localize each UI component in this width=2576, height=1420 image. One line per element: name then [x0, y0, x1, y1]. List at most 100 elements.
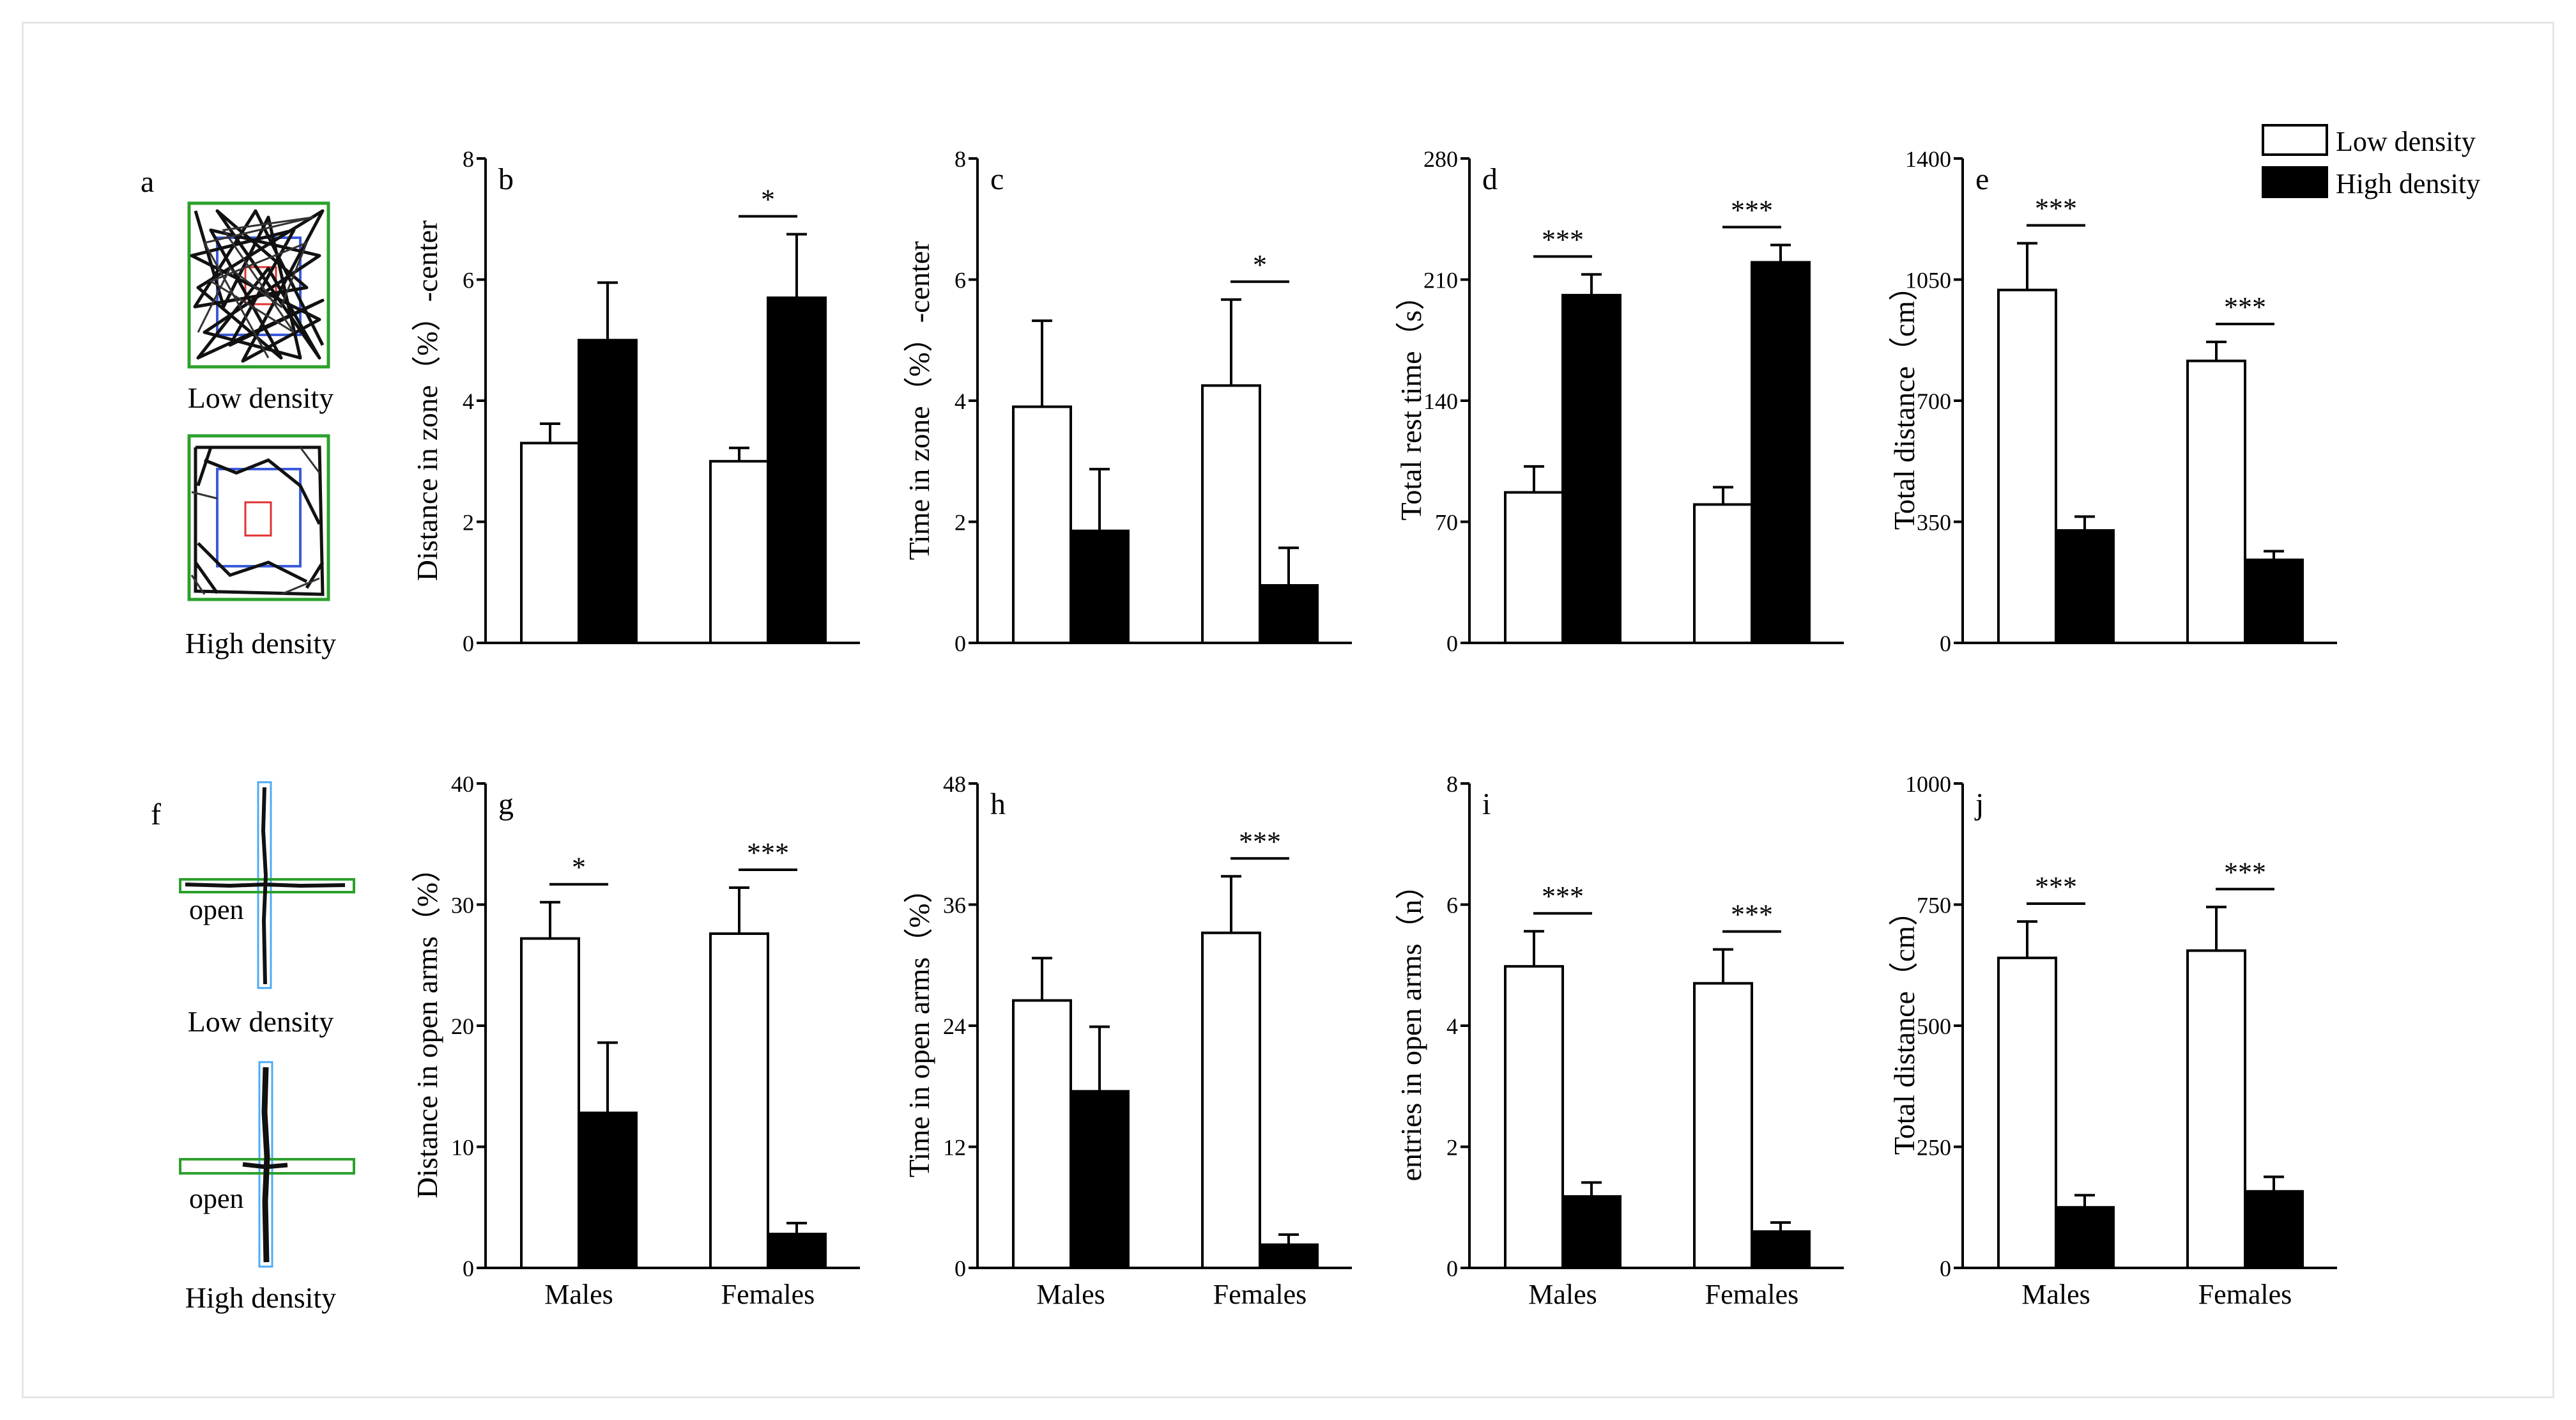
- category-label-i: Females: [1705, 1279, 1799, 1310]
- y-tick-label-j: 250: [1917, 1135, 1951, 1161]
- significance-label-b: *: [761, 183, 775, 215]
- bar-j-low-1: [2186, 949, 2246, 1269]
- bar-c-high-0: [1070, 529, 1130, 645]
- y-tick-label-c: 4: [954, 389, 966, 414]
- bar-d-high-1: [1751, 261, 1811, 644]
- bar-h-high-0: [1070, 1090, 1130, 1270]
- legend-swatch-low-density: [2262, 124, 2328, 156]
- y-tick-label-b: 8: [463, 146, 474, 172]
- significance-label-j: ***: [2224, 856, 2266, 888]
- y-tick-label-d: 70: [1435, 510, 1458, 536]
- panel-label-a: a: [141, 165, 154, 199]
- chart-panel-b: b 0 2 4 6 8 Distance in zone（%）-center *: [411, 146, 860, 656]
- chart-panel-e: e 0 350 700 1050 1400 Total distance（cm） *** ***: [1888, 146, 2337, 656]
- bar-i-high-0: [1561, 1195, 1621, 1269]
- y-axis-label-b: Distance in zone（%）-center: [411, 220, 443, 582]
- chart-panel-h: h 0 12 24 36 48 Time in open arms（%） *** Males Fe…: [903, 771, 1352, 1310]
- bar-h-low-0: [1012, 999, 1072, 1270]
- bar-h-high-1: [1259, 1243, 1319, 1270]
- bar-i-low-0: [1504, 965, 1564, 1270]
- significance-label-d: ***: [1542, 224, 1584, 255]
- y-tick-label-j: 0: [1940, 1256, 1951, 1281]
- track-caption-a-low: Low density: [188, 382, 334, 414]
- chart-panel-c: c 0 2 4 6 8 Time in zone（%）-center *: [903, 146, 1352, 656]
- y-tick-label-j: 1000: [1905, 771, 1951, 797]
- y-tick-label-i: 8: [1446, 771, 1458, 797]
- y-tick-label-d: 0: [1446, 631, 1458, 656]
- bar-c-high-1: [1259, 583, 1319, 644]
- y-axis-label-d: Total rest time（s）: [1395, 281, 1427, 521]
- y-axis-label-g: Distance in open arms（%）: [411, 853, 443, 1198]
- significance-label-e: ***: [2035, 193, 2077, 224]
- panel-label-f: f: [151, 798, 161, 831]
- bar-h-low-1: [1201, 931, 1261, 1269]
- y-tick-label-g: 0: [463, 1256, 474, 1281]
- y-tick-label-j: 500: [1917, 1014, 1951, 1039]
- bar-i-high-1: [1751, 1230, 1811, 1270]
- y-tick-label-i: 2: [1446, 1135, 1458, 1161]
- bar-b-low-1: [709, 459, 769, 644]
- y-tick-label-h: 48: [943, 771, 966, 797]
- y-tick-label-e: 1400: [1905, 146, 1951, 172]
- y-tick-label-j: 750: [1917, 893, 1951, 918]
- bar-j-high-1: [2244, 1190, 2304, 1269]
- chart-panel-j: j 0 250 500 750 1000 Total distance（cm） *** *** M…: [1888, 771, 2337, 1310]
- y-tick-label-c: 2: [954, 510, 966, 536]
- bar-d-low-1: [1693, 503, 1753, 645]
- chart-panel-i: i 0 2 4 6 8 entries in open arms（n） *** *** Males…: [1395, 771, 1844, 1310]
- significance-label-g: *: [572, 852, 586, 883]
- y-tick-label-h: 12: [943, 1135, 966, 1161]
- bar-e-low-0: [1997, 288, 2057, 644]
- y-tick-label-c: 6: [954, 268, 966, 293]
- y-tick-label-c: 8: [954, 146, 966, 172]
- chart-panel-d: d 0 70 140 210 280 Total rest time（s） *** ***: [1395, 146, 1844, 656]
- y-tick-label-e: 700: [1917, 389, 1951, 414]
- open-field-track-low-density: [187, 201, 330, 369]
- panel-label-b: b: [498, 162, 514, 196]
- y-tick-label-i: 4: [1446, 1014, 1458, 1039]
- y-axis-label-c: Time in zone（%）-center: [903, 241, 935, 560]
- panel-label-c: c: [990, 162, 1004, 196]
- y-axis-label-j: Total distance（cm）: [1888, 897, 1920, 1155]
- significance-label-c: *: [1253, 249, 1267, 281]
- bar-e-high-0: [2055, 529, 2115, 644]
- significance-label-i: ***: [1542, 881, 1584, 912]
- y-axis-label-h: Time in open arms（%）: [903, 874, 935, 1178]
- y-tick-label-e: 1050: [1905, 268, 1951, 293]
- legend: Low density High density: [2262, 124, 2480, 199]
- panel-label-d: d: [1482, 162, 1498, 196]
- y-tick-label-g: 30: [451, 893, 474, 918]
- track-caption-f-low: Low density: [188, 1005, 334, 1038]
- y-tick-label-e: 0: [1940, 631, 1951, 656]
- significance-label-g: ***: [747, 837, 789, 868]
- bar-b-low-0: [520, 442, 580, 644]
- category-label-g: Females: [721, 1279, 815, 1310]
- panel-label-j: j: [1974, 787, 1984, 821]
- y-tick-label-b: 4: [463, 389, 474, 414]
- track-caption-a-high: High density: [185, 627, 336, 660]
- y-tick-label-d: 280: [1423, 146, 1458, 172]
- panel-label-e: e: [1975, 162, 1989, 196]
- y-tick-label-h: 0: [954, 1256, 966, 1281]
- legend-label-low-density: Low density: [2336, 126, 2476, 157]
- significance-label-d: ***: [1731, 194, 1773, 226]
- y-tick-label-b: 0: [463, 631, 474, 656]
- bar-e-high-1: [2244, 559, 2304, 644]
- bar-g-high-0: [578, 1111, 638, 1269]
- y-tick-label-i: 0: [1446, 1256, 1458, 1281]
- y-axis-label-e: Total distance（cm）: [1888, 272, 1920, 530]
- bar-i-low-1: [1693, 982, 1753, 1270]
- track-caption-f-high: High density: [185, 1281, 336, 1314]
- panel-label-h: h: [990, 787, 1006, 821]
- bar-c-low-1: [1201, 384, 1261, 644]
- y-tick-label-h: 24: [943, 1014, 966, 1039]
- y-tick-label-h: 36: [943, 893, 966, 918]
- plus-maze-track-low-density: [179, 781, 355, 989]
- bar-g-low-1: [709, 932, 769, 1269]
- category-label-h: Males: [1036, 1279, 1105, 1310]
- bar-c-low-0: [1012, 405, 1072, 644]
